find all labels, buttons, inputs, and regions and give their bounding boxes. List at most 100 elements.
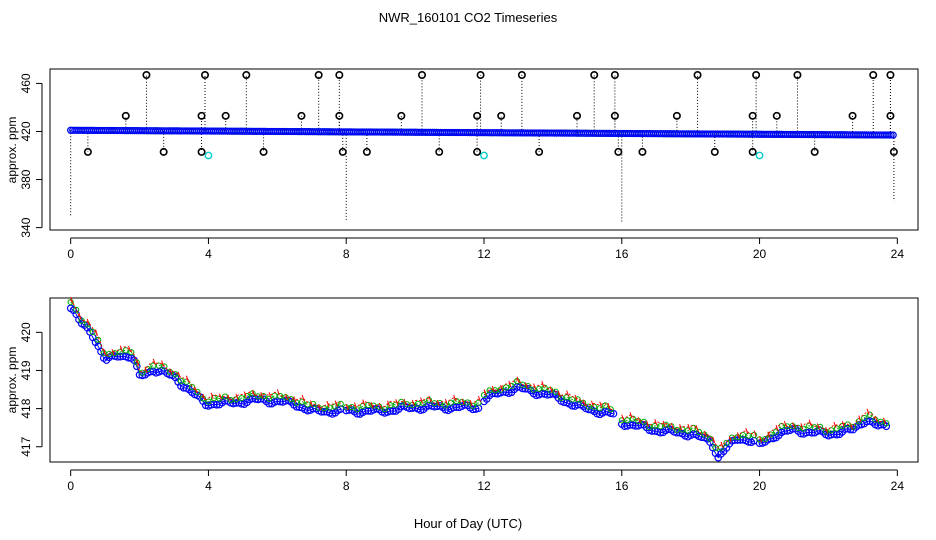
bottom-point-red [792, 422, 796, 429]
top-outlier-point [476, 71, 485, 80]
bottom-point-green [536, 385, 543, 392]
bottom-point-red [737, 432, 740, 439]
bottom-point-red [469, 400, 473, 407]
top-outlier-point [793, 71, 802, 80]
bottom-point-green [95, 336, 102, 343]
bottom-point-red [326, 400, 330, 408]
figure-title: NWR_160101 CO2 Timeseries [379, 10, 558, 25]
bottom-point-blue [232, 399, 240, 407]
bottom-point-green [772, 428, 780, 435]
top-y-tick-label: 460 [19, 73, 33, 93]
bottom-point-red [775, 424, 779, 432]
top-outlier-point [517, 71, 526, 80]
bottom-point-red [607, 402, 611, 410]
bottom-point-green [508, 382, 515, 390]
bottom-point-green [447, 399, 455, 406]
bottom-point-green [861, 414, 868, 422]
bottom-point-red [453, 394, 457, 402]
bottom-point-green [464, 399, 471, 406]
bottom-point-red [177, 371, 181, 378]
bottom-point-red [420, 397, 424, 404]
bottom-y-tick-label: 420 [19, 322, 33, 342]
bottom-point-red [428, 395, 432, 402]
bottom-point-green [128, 349, 135, 356]
bottom-point-green [265, 395, 273, 402]
bottom-point-green [640, 418, 647, 425]
bottom-point-red [86, 318, 90, 326]
bottom-series-line-red [346, 397, 479, 408]
top-outlier-point [335, 71, 344, 80]
bottom-point-red [621, 414, 625, 421]
top-y-tick-label: 340 [19, 217, 33, 237]
bottom-point-green [723, 439, 730, 446]
top-data-marks [67, 71, 898, 222]
top-outlier-point [869, 71, 878, 80]
top-outlier-point [338, 147, 347, 156]
bottom-point-green [469, 402, 477, 409]
bottom-point-green [734, 434, 741, 441]
bottom-point-red [703, 430, 707, 438]
bottom-point-blue [469, 405, 477, 414]
bottom-point-red [866, 408, 870, 415]
bottom-point-green [822, 428, 829, 435]
bottom-point-red [687, 423, 691, 431]
bottom-point-green [232, 396, 240, 403]
top-y-axis: 340 380 420 460 [19, 73, 43, 238]
top-outlier-point [710, 147, 719, 156]
top-x-axis: 0 4 8 12 16 20 24 [67, 237, 904, 261]
top-x-tick-label: 16 [615, 247, 629, 261]
top-panel-frame [49, 68, 919, 231]
top-x-tick-label: 0 [67, 247, 74, 261]
bottom-point-red [695, 425, 699, 432]
bottom-point-red [662, 420, 666, 428]
bottom-point-green [354, 406, 361, 413]
bottom-series-line-green [759, 414, 887, 441]
bottom-point-green [73, 306, 80, 313]
bottom-point-red [858, 415, 862, 422]
bottom-point-green [662, 421, 669, 428]
bottom-point-red [268, 392, 272, 399]
top-cyan-point [755, 151, 764, 160]
bottom-point-green [276, 392, 284, 400]
bottom-point-red [557, 390, 561, 398]
top-outlier-point [314, 71, 323, 80]
bottom-point-red [334, 400, 338, 407]
bottom-point-green [194, 388, 201, 396]
top-outlier-point [435, 147, 444, 156]
bottom-point-red [679, 424, 683, 431]
top-outlier-point [83, 147, 92, 156]
top-outlier-point [889, 147, 898, 156]
bottom-point-red [825, 427, 829, 434]
bottom-x-tick-label: 24 [891, 479, 905, 493]
top-outlier-point [848, 111, 857, 120]
bottom-point-red [712, 436, 716, 443]
bottom-y-tick-label: 417 [19, 436, 33, 456]
bottom-point-red [524, 382, 528, 389]
bottom-point-green [607, 406, 614, 413]
bottom-point-red [574, 394, 578, 402]
bottom-point-green [326, 404, 333, 411]
top-x-tick-label: 20 [753, 247, 767, 261]
bottom-point-red [590, 400, 594, 407]
bottom-x-tick-label: 16 [615, 479, 629, 493]
bottom-point-green [161, 363, 168, 370]
bottom-point-red [218, 393, 222, 400]
bottom-point-red [103, 348, 107, 356]
bottom-point-green [480, 391, 488, 399]
bottom-point-red [549, 386, 553, 393]
top-cyan-point [480, 151, 488, 160]
bottom-point-green [205, 398, 212, 405]
bottom-x-tick-label: 0 [67, 479, 74, 493]
bottom-point-red [70, 296, 74, 304]
bottom-series-line-red [483, 379, 614, 411]
bottom-point-red [169, 368, 173, 375]
bottom-point-green [883, 420, 890, 427]
bottom-point-red [78, 312, 82, 320]
bottom-point-blue [273, 397, 282, 405]
bottom-point-green [839, 422, 846, 430]
bottom-point-red [152, 358, 156, 366]
bottom-point-green [216, 395, 223, 402]
bottom-point-red [444, 399, 448, 406]
top-outlier-point [535, 147, 544, 156]
bottom-point-red [646, 420, 650, 427]
